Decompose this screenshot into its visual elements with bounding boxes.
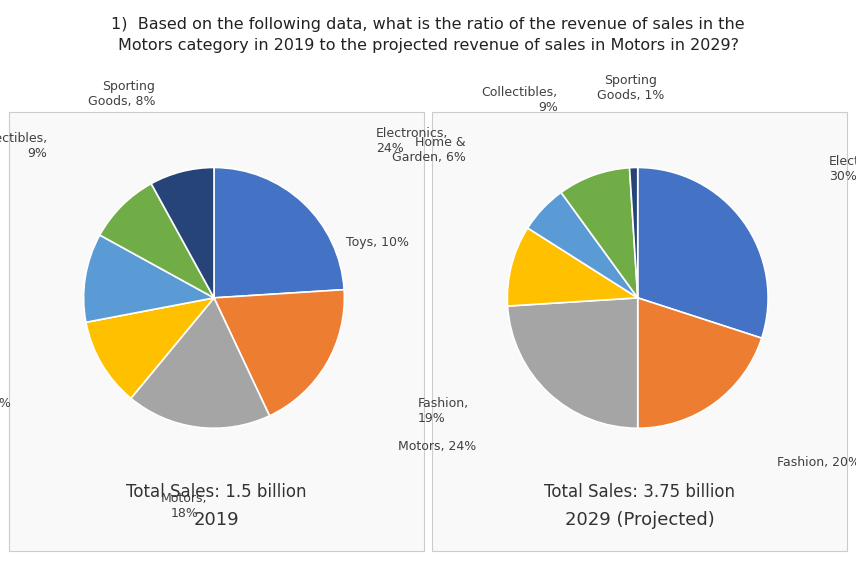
Wedge shape <box>100 184 214 298</box>
Wedge shape <box>638 298 762 428</box>
Wedge shape <box>152 167 214 298</box>
Text: Collectibles,
9%: Collectibles, 9% <box>0 132 47 160</box>
Text: Toys, 10%: Toys, 10% <box>346 236 409 249</box>
Wedge shape <box>638 167 768 338</box>
Text: Fashion, 20%: Fashion, 20% <box>776 456 856 469</box>
Wedge shape <box>214 289 344 416</box>
Wedge shape <box>84 235 214 322</box>
Text: Motors,
18%: Motors, 18% <box>161 492 208 520</box>
Wedge shape <box>86 298 214 398</box>
Text: Total Sales: 1.5 billion: Total Sales: 1.5 billion <box>126 483 306 501</box>
Wedge shape <box>508 228 638 306</box>
Wedge shape <box>508 298 638 428</box>
Text: Sporting
Goods, 1%: Sporting Goods, 1% <box>597 74 664 102</box>
Text: 1)  Based on the following data, what is the ratio of the revenue of sales in th: 1) Based on the following data, what is … <box>111 17 745 53</box>
Wedge shape <box>214 167 344 298</box>
Text: Collectibles,
9%: Collectibles, 9% <box>482 86 558 114</box>
Text: Electronics,
24%: Electronics, 24% <box>376 127 448 155</box>
Wedge shape <box>629 167 638 298</box>
Text: Fashion,
19%: Fashion, 19% <box>418 397 468 425</box>
Wedge shape <box>527 192 638 298</box>
Text: Sporting
Goods, 8%: Sporting Goods, 8% <box>88 80 155 108</box>
Text: 2029 (Projected): 2029 (Projected) <box>565 511 715 529</box>
Text: Home &
Garden, 6%: Home & Garden, 6% <box>392 136 466 164</box>
Text: Toys, 11%: Toys, 11% <box>0 397 10 410</box>
Text: Electronics,
30%: Electronics, 30% <box>829 155 856 183</box>
Wedge shape <box>561 167 638 298</box>
Text: Motors, 24%: Motors, 24% <box>398 441 476 454</box>
Text: Total Sales: 3.75 billion: Total Sales: 3.75 billion <box>544 483 735 501</box>
Text: 2019: 2019 <box>193 511 239 529</box>
Wedge shape <box>131 298 270 428</box>
